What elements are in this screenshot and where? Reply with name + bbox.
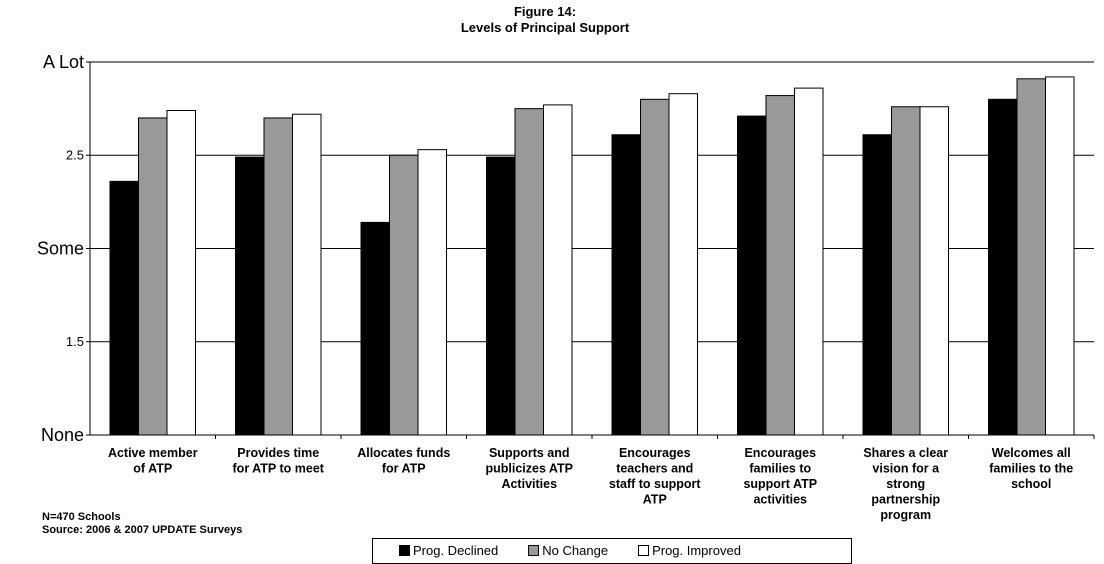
bar-no-change: [514, 108, 544, 436]
x-category-label: families to the: [989, 462, 1073, 476]
bar-prog-declined: [486, 156, 516, 436]
legend-item-declined: Prog. Declined: [399, 543, 498, 558]
x-category-label: staff to support: [609, 477, 701, 491]
bar-no-change: [765, 95, 795, 436]
legend-swatch-improved: [638, 545, 650, 556]
legend-item-improved: Prog. Improved: [638, 543, 741, 558]
x-category-label: Encourages: [619, 446, 691, 460]
y-tick-label: Some: [37, 239, 84, 259]
bar-prog-improved: [166, 109, 196, 436]
y-tick-labels: None 1.5 Some 2.5 A Lot: [37, 52, 84, 445]
bar-no-change: [1016, 78, 1046, 436]
x-category-label: publicizes ATP: [485, 462, 573, 476]
legend-swatch-declined: [399, 545, 410, 556]
bar-prog-improved: [668, 93, 698, 436]
x-category-label: families to: [749, 462, 811, 476]
y-tick-label: None: [41, 425, 84, 445]
y-tick-label: 1.5: [66, 334, 84, 349]
chart-title-line-1: Figure 14:: [514, 4, 576, 19]
bar-no-change: [389, 154, 419, 436]
x-category-label: Active member: [108, 446, 198, 460]
x-category-label: Activities: [501, 477, 557, 491]
y-tick-label: A Lot: [43, 52, 84, 72]
bar-prog-improved: [794, 87, 824, 436]
legend-swatch-no-change: [528, 545, 540, 556]
x-category-label: teachers and: [616, 462, 693, 476]
bar-prog-declined: [737, 115, 767, 436]
x-category-labels: Active member of ATP Provides time for ATP …: [108, 446, 1073, 522]
x-category-label: Welcomes all: [992, 446, 1071, 460]
bar-prog-improved: [292, 113, 322, 436]
bar-prog-improved: [543, 104, 573, 436]
sample-size-note: N=470 Schools: [42, 511, 121, 523]
x-category-label: vision for a: [872, 462, 940, 476]
x-category-label: ATP: [643, 493, 667, 507]
x-category-label: Encourages: [744, 446, 816, 460]
bar-prog-improved: [1045, 76, 1075, 436]
chart-title-line-2: Levels of Principal Support: [461, 20, 630, 35]
bar-prog-declined: [360, 221, 390, 436]
x-category-label: of ATP: [133, 462, 172, 476]
bars: [109, 76, 1075, 436]
bar-prog-improved: [919, 106, 949, 436]
x-category-label: school: [1011, 477, 1051, 491]
x-category-label: Supports and: [489, 446, 570, 460]
x-category-label: Provides time: [237, 446, 319, 460]
x-category-label: for ATP: [382, 462, 426, 476]
legend-label-declined: Prog. Declined: [413, 543, 499, 558]
legend-item-no-change: No Change: [528, 543, 608, 558]
bar-no-change: [263, 117, 293, 436]
axes: [86, 61, 1095, 439]
bar-prog-declined: [862, 134, 892, 436]
legend-label-no-change: No Change: [542, 543, 609, 558]
bar-prog-improved: [417, 149, 447, 436]
x-category-label: activities: [753, 493, 807, 507]
bar-no-change: [138, 117, 168, 436]
x-category-label: Allocates funds: [357, 446, 450, 460]
source-note: Source: 2006 & 2007 UPDATE Surveys: [42, 524, 243, 536]
bar-prog-declined: [109, 180, 139, 436]
legend-label-improved: Prog. Improved: [652, 543, 741, 558]
x-category-label: for ATP to meet: [233, 462, 325, 476]
legend: Prog. Declined No Change Prog. Improved: [372, 538, 852, 564]
bar-prog-declined: [988, 98, 1018, 436]
x-category-label: partnership: [871, 493, 940, 507]
bar-prog-declined: [235, 156, 265, 436]
x-category-label: Shares a clear: [863, 446, 948, 460]
y-tick-label: 2.5: [66, 147, 84, 162]
bar-no-change: [640, 98, 670, 436]
x-category-label: support ATP: [743, 477, 817, 491]
bar-no-change: [891, 106, 921, 436]
x-category-label: strong: [886, 477, 925, 491]
x-category-label: program: [880, 508, 931, 522]
bar-prog-declined: [611, 134, 641, 436]
